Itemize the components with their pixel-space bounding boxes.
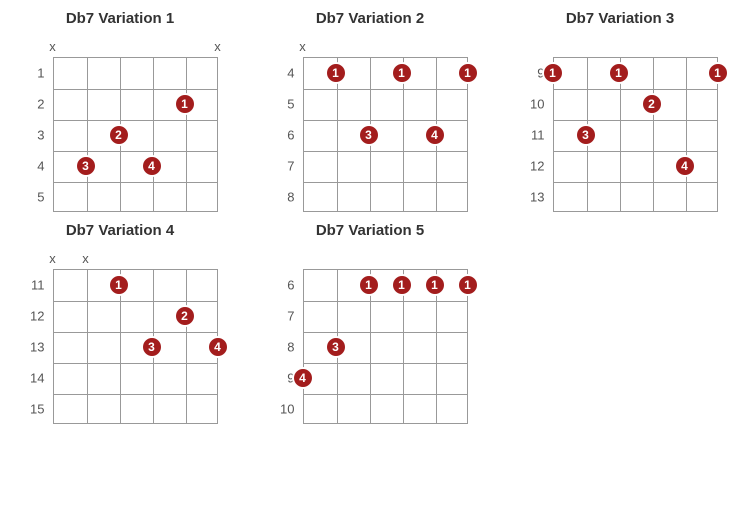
chord-diagram: Db7 Variation 1xx123451234	[10, 10, 230, 212]
fret-number-label: 11	[23, 277, 45, 292]
fret-number-label: 12	[23, 308, 45, 323]
finger-dot: 4	[292, 367, 314, 389]
chord-title: Db7 Variation 1	[66, 10, 174, 27]
finger-dot: 1	[424, 274, 446, 296]
finger-dot: 2	[641, 93, 663, 115]
fret-number-label: 8	[273, 339, 295, 354]
diagram-area: xx123451234	[23, 57, 218, 212]
fret-number-label: 6	[273, 277, 295, 292]
fret-number-label: 7	[273, 308, 295, 323]
fret-number-label: 3	[23, 127, 45, 142]
finger-dot: 3	[325, 336, 347, 358]
chord-diagram: Db7 Variation 4xx11121314151234	[10, 222, 230, 424]
fret-number-label: 2	[23, 96, 45, 111]
fret-number-label: 6	[273, 127, 295, 142]
fret-number-label: 14	[23, 370, 45, 385]
chord-diagram: Db7 Variation 5678910111134	[260, 222, 480, 424]
diagram-area: 678910111134	[273, 269, 468, 424]
fret-number-label: 5	[273, 96, 295, 111]
finger-dot: 3	[141, 336, 163, 358]
fret-number-label: 13	[523, 189, 545, 204]
finger-dot: 1	[325, 62, 347, 84]
finger-dot: 1	[542, 62, 564, 84]
mute-marker: x	[82, 251, 89, 266]
fret-number-label: 10	[273, 401, 295, 416]
finger-dot: 1	[174, 93, 196, 115]
fret-number-label: 11	[523, 127, 545, 142]
finger-dot: 1	[358, 274, 380, 296]
finger-dot: 1	[457, 274, 479, 296]
fretboard	[53, 269, 218, 424]
finger-dot: 1	[608, 62, 630, 84]
fret-number-label: 13	[23, 339, 45, 354]
finger-dot: 4	[207, 336, 229, 358]
finger-dot: 1	[391, 62, 413, 84]
fret-number-label: 5	[23, 189, 45, 204]
finger-dot: 3	[358, 124, 380, 146]
mute-row: x	[303, 39, 468, 57]
fret-number-label: 4	[273, 65, 295, 80]
finger-dot: 4	[141, 155, 163, 177]
finger-dot: 3	[575, 124, 597, 146]
mute-marker: x	[49, 39, 56, 54]
mute-marker: x	[214, 39, 221, 54]
mute-row	[553, 39, 718, 57]
finger-dot: 4	[424, 124, 446, 146]
finger-dot: 2	[108, 124, 130, 146]
mute-row	[303, 251, 468, 269]
finger-dot: 3	[75, 155, 97, 177]
chord-title: Db7 Variation 4	[66, 222, 174, 239]
finger-dot: 1	[707, 62, 729, 84]
chord-diagram: Db7 Variation 2x4567811134	[260, 10, 480, 212]
fret-number-label: 8	[273, 189, 295, 204]
chord-diagram: Db7 Variation 3910111213111234	[510, 10, 730, 212]
diagram-area: xx11121314151234	[23, 269, 218, 424]
diagram-area: 910111213111234	[523, 57, 718, 212]
finger-dot: 1	[457, 62, 479, 84]
fret-number-label: 1	[23, 65, 45, 80]
chord-title: Db7 Variation 3	[566, 10, 674, 27]
fret-number-label: 4	[23, 158, 45, 173]
chord-title: Db7 Variation 2	[316, 10, 424, 27]
diagram-area: x4567811134	[273, 57, 468, 212]
finger-dot: 2	[174, 305, 196, 327]
fret-number-label: 12	[523, 158, 545, 173]
chord-grid: Db7 Variation 1xx123451234Db7 Variation …	[10, 10, 733, 424]
finger-dot: 1	[108, 274, 130, 296]
fret-number-label: 15	[23, 401, 45, 416]
fret-number-label: 10	[523, 96, 545, 111]
mute-row: xx	[53, 39, 218, 57]
chord-title: Db7 Variation 5	[316, 222, 424, 239]
mute-marker: x	[49, 251, 56, 266]
finger-dot: 1	[391, 274, 413, 296]
fretboard	[53, 57, 218, 212]
mute-row: xx	[53, 251, 218, 269]
mute-marker: x	[299, 39, 306, 54]
fret-number-label: 7	[273, 158, 295, 173]
finger-dot: 4	[674, 155, 696, 177]
